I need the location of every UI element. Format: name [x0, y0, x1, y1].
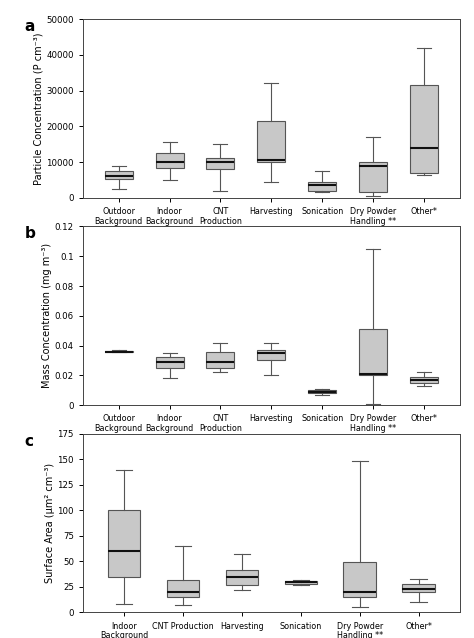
Text: b: b	[25, 226, 36, 242]
PathPatch shape	[105, 171, 133, 179]
PathPatch shape	[155, 357, 183, 368]
PathPatch shape	[155, 153, 183, 168]
PathPatch shape	[284, 581, 317, 584]
X-axis label: Process Sampled: Process Sampled	[221, 437, 322, 447]
Text: a: a	[25, 19, 35, 34]
PathPatch shape	[105, 351, 133, 352]
Text: c: c	[25, 434, 34, 449]
PathPatch shape	[257, 350, 285, 360]
PathPatch shape	[344, 563, 376, 597]
Y-axis label: Surface Area (μm² cm⁻³): Surface Area (μm² cm⁻³)	[45, 463, 55, 583]
PathPatch shape	[108, 510, 140, 577]
PathPatch shape	[257, 121, 285, 162]
PathPatch shape	[402, 584, 435, 592]
Y-axis label: Mass Concentration (mg m⁻³): Mass Concentration (mg m⁻³)	[42, 243, 52, 389]
PathPatch shape	[207, 352, 235, 368]
PathPatch shape	[226, 570, 258, 585]
PathPatch shape	[410, 377, 438, 383]
PathPatch shape	[308, 390, 336, 393]
PathPatch shape	[308, 182, 336, 191]
PathPatch shape	[167, 580, 199, 597]
X-axis label: Process Sampled: Process Sampled	[221, 230, 322, 240]
PathPatch shape	[410, 85, 438, 173]
PathPatch shape	[207, 158, 235, 169]
PathPatch shape	[359, 329, 387, 375]
Y-axis label: Particle Concentration (P cm⁻³): Particle Concentration (P cm⁻³)	[34, 32, 44, 185]
PathPatch shape	[359, 162, 387, 193]
